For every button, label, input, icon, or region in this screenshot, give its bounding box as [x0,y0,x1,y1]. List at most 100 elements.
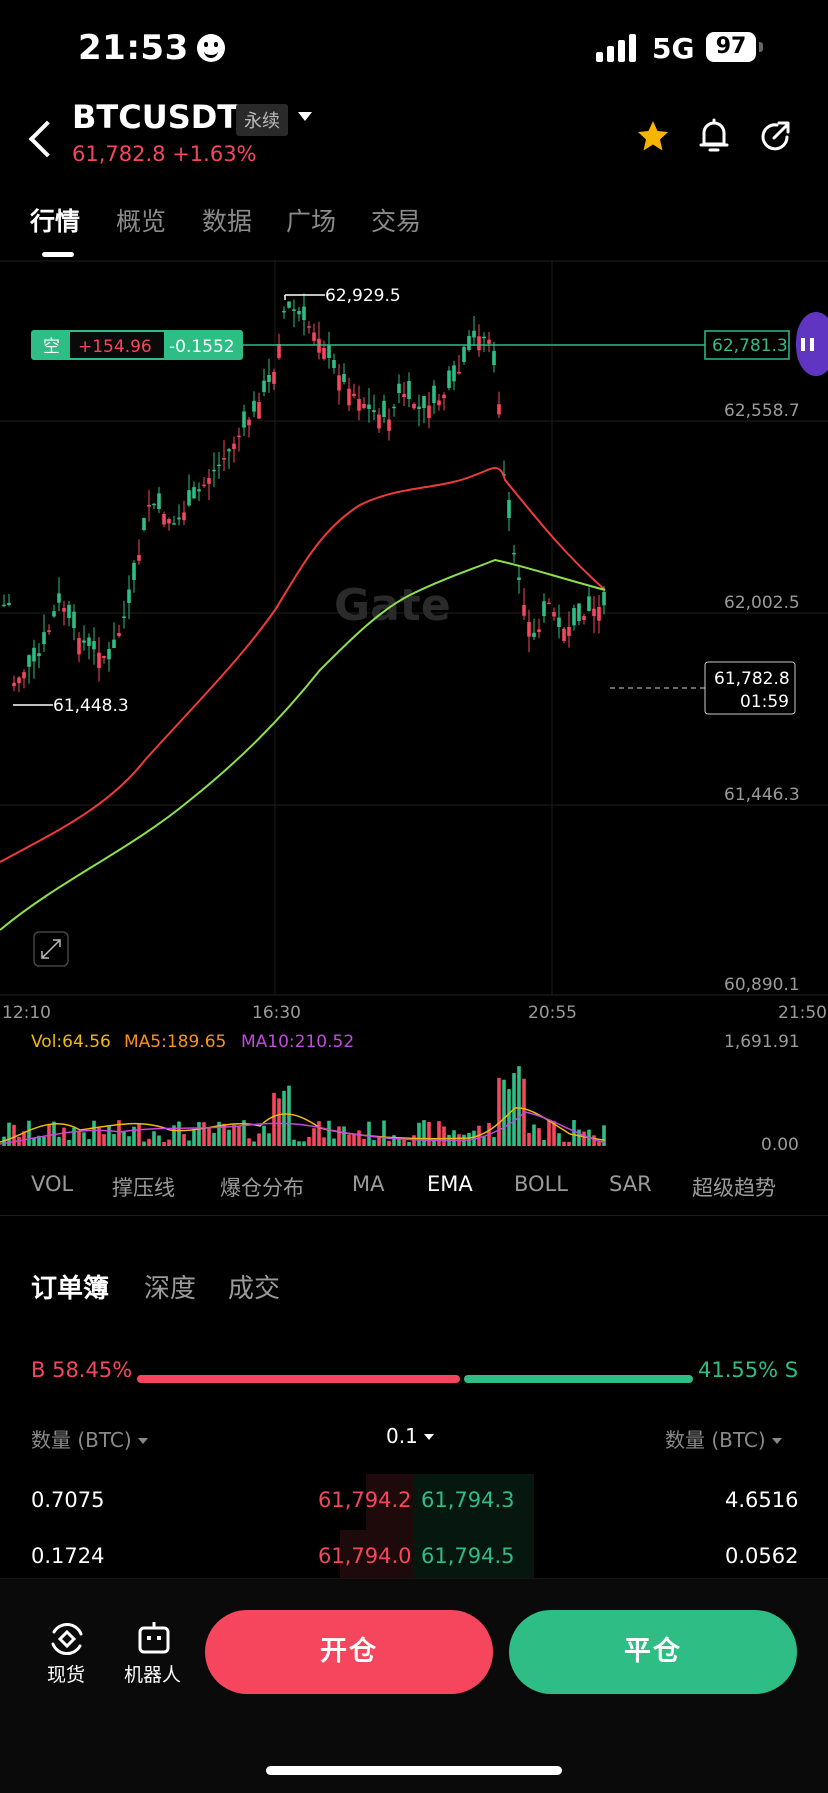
indicator-ema[interactable]: EMA [427,1172,473,1196]
volume-bar [562,1141,566,1146]
candle-body [137,555,141,561]
orderbook-row[interactable]: 0.7075 61,794.2 61,794.3 4.6516 [0,1474,828,1530]
candle-body [227,449,231,452]
candle-body [442,394,446,399]
price-precision-select[interactable]: 0.1 [386,1424,434,1448]
volume-bar [342,1126,346,1146]
candle-body [57,593,61,603]
home-indicator[interactable] [266,1766,562,1775]
volume-bar [542,1140,546,1146]
candle-body [357,399,361,411]
volume-bar [72,1127,76,1146]
tab-orderbook[interactable]: 订单簿 [31,1274,110,1304]
col-bid-qty[interactable]: 数量 (BTC) [31,1424,148,1453]
indicator-sar[interactable]: SAR [609,1172,652,1196]
candle-body [532,632,536,637]
candle-body [342,373,346,382]
volume-bar [162,1141,166,1146]
fullscreen-icon[interactable] [33,931,69,967]
volume-bar [77,1131,81,1146]
volume-bar [262,1125,266,1146]
candle-body [162,514,166,525]
candle-body [487,339,491,344]
share-icon[interactable] [760,120,792,152]
volume-bar [277,1098,281,1146]
high-price-label: 62,929.5 [325,286,401,306]
candle-body [277,344,281,359]
candle-body [562,628,566,641]
tab-underline [42,252,74,257]
candle-body [547,602,551,605]
tab-trade[interactable]: 交易 [371,207,422,236]
volume-bars [2,1066,606,1146]
volume-bar [177,1121,181,1146]
tab-trades[interactable]: 成交 [228,1274,281,1304]
tab-overview[interactable]: 概览 [116,207,167,236]
spot-icon[interactable] [48,1620,86,1658]
candle-body [272,372,276,384]
time-axis-1: 16:30 [252,1003,301,1020]
volume-bar [7,1122,11,1146]
volume-panel[interactable]: Vol:64.56 MA5:189.65 MA10:210.52 1,691.9… [0,1026,828,1160]
volume-bar [402,1139,406,1146]
kline-svg[interactable]: Gate 62,929.5 61,448.3 空 +154.96 -0.1552… [0,260,828,1026]
last-price: 61,782.8 [72,142,166,166]
open-position-button[interactable]: 开仓 [205,1610,493,1694]
tab-depth[interactable]: 深度 [144,1274,197,1304]
candle-body [452,365,456,382]
candle-body [457,372,461,374]
volume-bar [377,1136,381,1146]
robot-icon[interactable] [136,1620,172,1656]
indicator-ma[interactable]: MA [352,1172,385,1196]
indicator-boll[interactable]: BOLL [514,1172,568,1196]
candle-body [577,603,581,621]
price-chart[interactable]: Gate 62,929.5 61,448.3 空 +154.96 -0.1552… [0,260,828,1026]
candle-body [497,404,501,415]
indicator-support[interactable]: 撑压线 [112,1176,175,1200]
ask-qty: 0.0562 [725,1544,799,1568]
robot-label[interactable]: 机器人 [124,1664,182,1686]
vol-min: 0.00 [761,1135,799,1155]
volume-bar [207,1127,211,1146]
col-ask-qty[interactable]: 数量 (BTC) [665,1424,782,1453]
volume-bar [337,1126,341,1146]
bid-price: 61,794.0 [318,1544,412,1568]
volume-bar [397,1137,401,1146]
candle-body [597,607,601,621]
tab-data[interactable]: 数据 [202,207,253,236]
time-axis-2: 20:55 [528,1003,577,1020]
contract-tag: 永续 [236,104,288,136]
orderbook-row[interactable]: 0.1724 61,794.0 61,794.5 0.0562 [0,1530,828,1586]
candle-body [262,380,266,392]
candle-body [407,381,411,399]
symbol-dropdown-icon[interactable] [298,112,312,121]
indicator-supertrend[interactable]: 超级趋势 [692,1176,776,1200]
indicator-vol[interactable]: VOL [31,1172,74,1196]
candle-body [477,336,481,351]
candle-body [282,310,286,313]
volume-bar [492,1137,496,1146]
candle-body [522,605,526,616]
volume-bar [67,1140,71,1146]
candle-body [62,608,66,612]
symbol-title[interactable]: BTCUSDT [72,98,240,136]
volume-bar [42,1136,46,1146]
candle-body [397,383,401,393]
tab-market[interactable]: 行情 [30,207,81,236]
back-icon[interactable] [28,120,66,158]
volume-bar [147,1138,151,1146]
volume-bar [62,1127,66,1146]
spot-label[interactable]: 现货 [47,1664,86,1686]
volume-bar [582,1131,586,1146]
indicator-liquidation[interactable]: 爆仓分布 [220,1176,304,1200]
candle-body [512,552,516,555]
close-position-button[interactable]: 平仓 [509,1610,797,1694]
tab-square[interactable]: 广场 [286,207,337,236]
volume-bar [247,1138,251,1146]
candle-body [167,519,171,524]
volume-bar [152,1131,156,1146]
bell-icon[interactable] [698,118,730,154]
favorite-star-icon[interactable] [636,120,670,152]
candle-body [387,419,391,431]
buy-ratio-fill [137,1375,460,1383]
